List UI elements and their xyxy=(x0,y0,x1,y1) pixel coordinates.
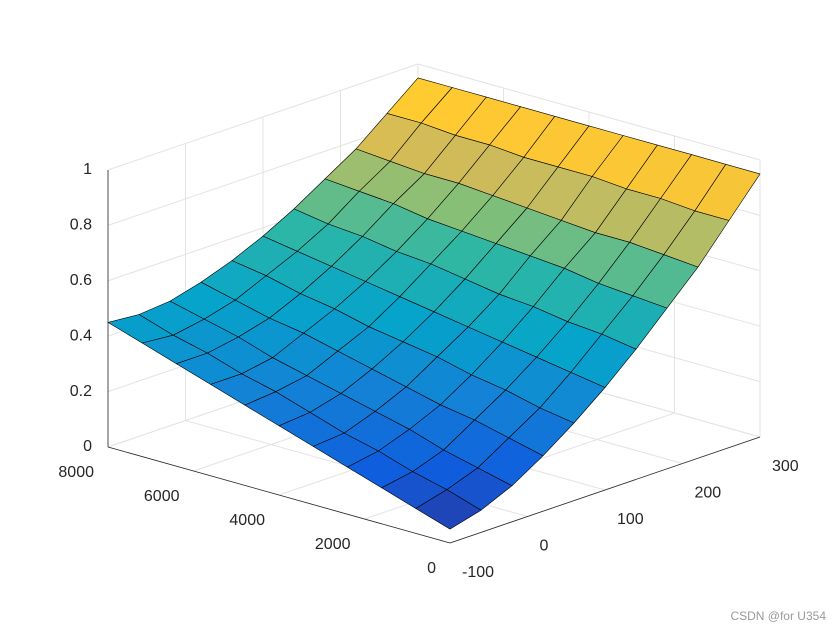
x-tick-label: 8000 xyxy=(58,464,94,481)
x-tick-label: 2000 xyxy=(315,536,351,553)
y-tick-label: 200 xyxy=(695,485,722,502)
y-axis-line xyxy=(449,436,761,544)
z-tick-label: 0.6 xyxy=(70,272,92,289)
y-tick-label: -100 xyxy=(462,564,494,581)
surface-patch xyxy=(415,489,482,530)
y-tick-label: 100 xyxy=(617,511,644,528)
z-tick-label: 0.8 xyxy=(70,217,92,234)
x-tick-label: 4000 xyxy=(229,512,265,529)
surface xyxy=(107,77,761,530)
z-tick-label: 0.2 xyxy=(70,383,92,400)
y-tick-label: 0 xyxy=(540,538,549,555)
z-tick-label: 1 xyxy=(83,161,92,178)
z-tick-label: 0 xyxy=(83,438,92,455)
z-tick-label: 0.4 xyxy=(70,327,92,344)
watermark: CSDN @for U354 xyxy=(730,609,826,623)
x-tick-label: 0 xyxy=(427,560,436,577)
x-axis-line xyxy=(107,446,451,544)
tick-labels: 0 2000 4000 6000 8000 -100 0 100 200 300 0 0.2 0.4 0.… xyxy=(58,161,798,581)
grid-line xyxy=(107,63,419,171)
grid-line xyxy=(417,63,761,161)
x-tick-label: 6000 xyxy=(144,488,180,505)
y-tick-label: 300 xyxy=(772,458,799,475)
